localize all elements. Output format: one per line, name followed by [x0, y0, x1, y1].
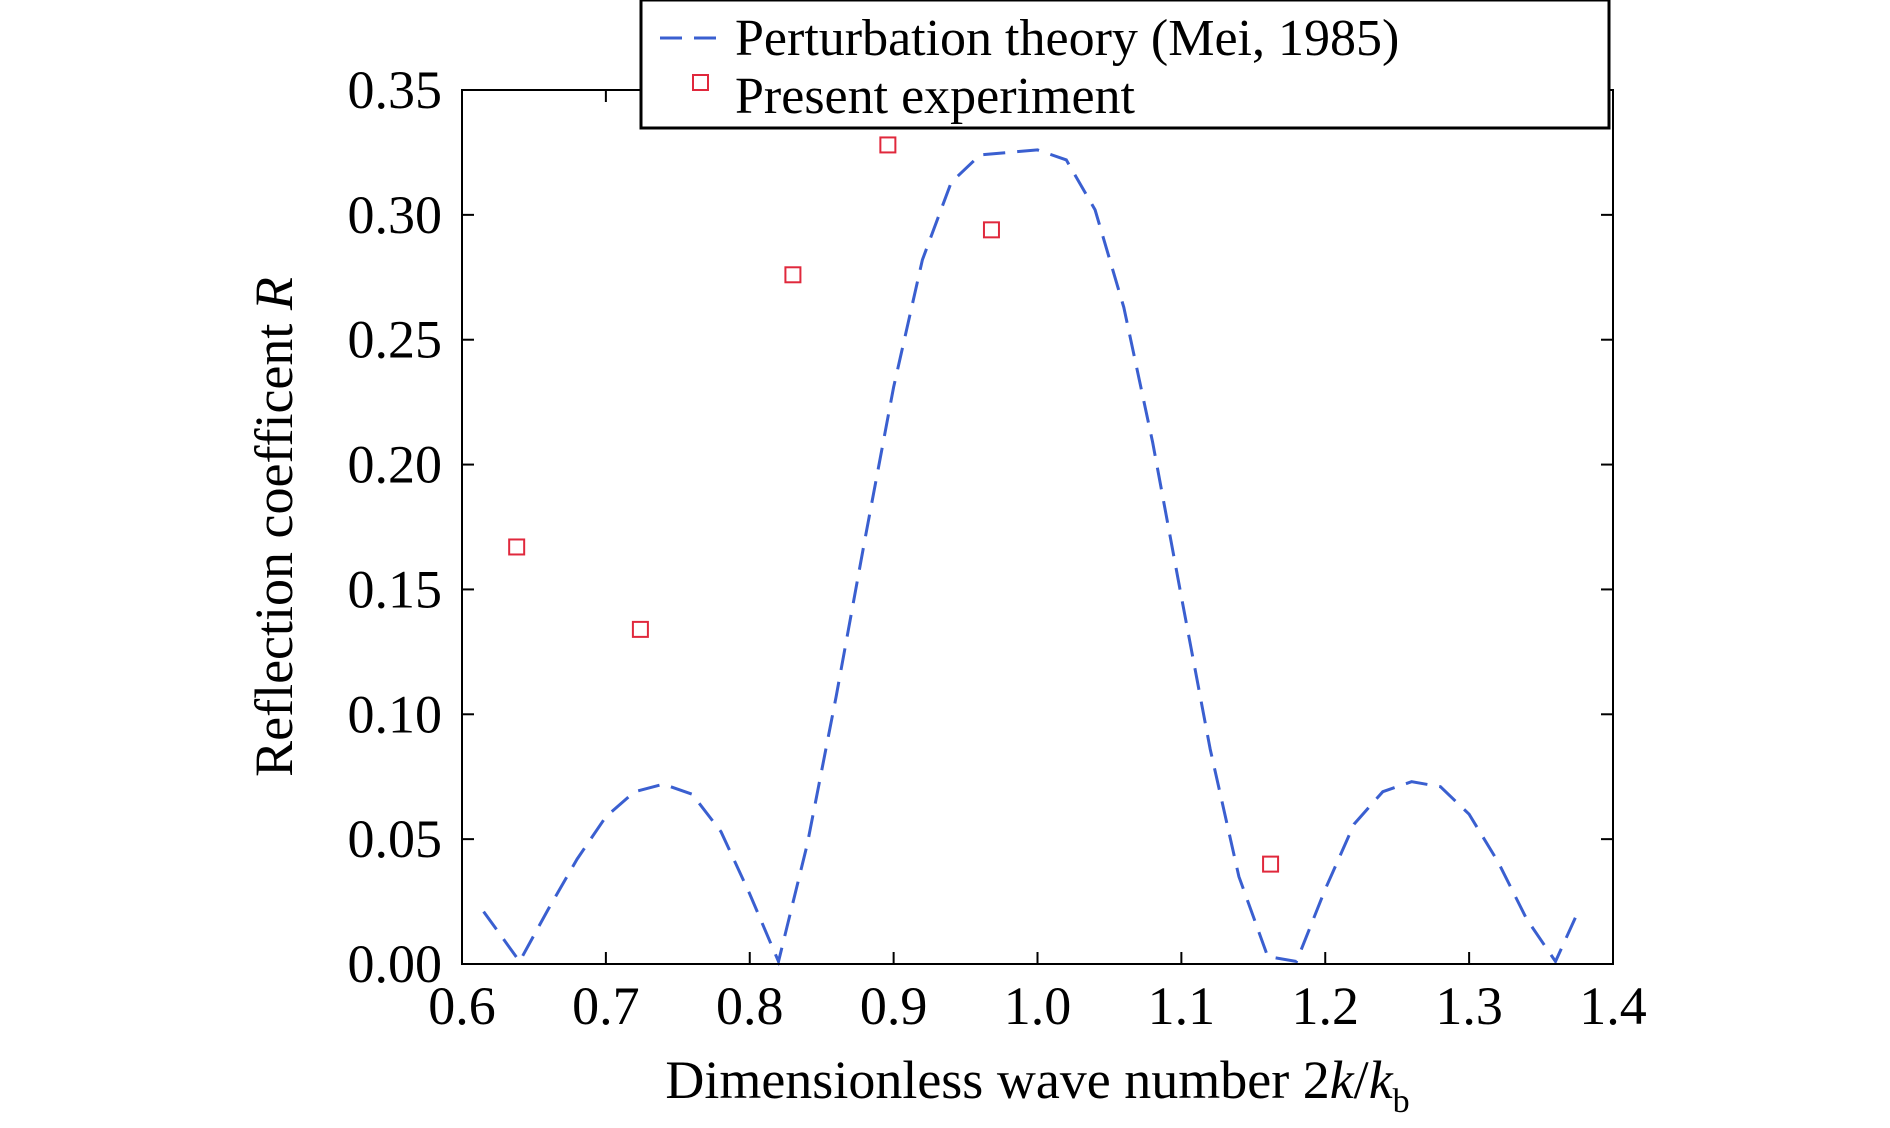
y-tick-label: 0.20 — [348, 435, 443, 495]
legend-label-perturbation-theory: Perturbation theory (Mei, 1985) — [735, 10, 1399, 67]
legend: Perturbation theory (Mei, 1985) Present … — [639, 0, 1611, 130]
x-axis-label-kb: k — [1369, 1050, 1394, 1110]
data-point-present-experiment — [879, 136, 897, 154]
y-axis-label-text: Reflection coefficent — [244, 310, 304, 777]
y-tick-label: 0.25 — [348, 310, 443, 370]
y-tick-label: 0.35 — [348, 60, 443, 120]
x-tick-label: 0.7 — [572, 976, 640, 1036]
data-point-present-experiment — [631, 620, 649, 638]
x-tick-label: 1.3 — [1435, 976, 1503, 1036]
data-point-present-experiment — [982, 221, 1000, 239]
data-point-present-experiment — [784, 266, 802, 284]
x-tick-label: 0.6 — [428, 976, 496, 1036]
x-axis-label-subscript: b — [1393, 1083, 1410, 1120]
x-axis-label: Dimensionless wave number 2k/kb — [665, 1050, 1409, 1120]
x-tick-label: 1.2 — [1292, 976, 1360, 1036]
legend-label-present-experiment: Present experiment — [735, 68, 1136, 125]
data-point-present-experiment — [1262, 855, 1280, 873]
tick-labels: 0.6 0.7 0.8 0.9 1.0 1.1 1.2 1.3 1.4 0.00 0.05 0.10 0… — [348, 60, 1647, 1036]
x-tick-label: 0.9 — [860, 976, 928, 1036]
y-tick-label: 0.10 — [348, 684, 443, 744]
y-tick-label: 0.00 — [348, 934, 443, 994]
y-tick-label: 0.05 — [348, 809, 443, 869]
x-axis-label-text: Dimensionless wave number 2 — [665, 1050, 1329, 1110]
y-tick-label: 0.15 — [348, 559, 443, 619]
legend-box — [639, 0, 1611, 130]
data-point-present-experiment — [508, 538, 526, 556]
y-axis-label-r: R — [244, 277, 304, 311]
legend-square-marker-sample — [692, 74, 709, 91]
y-tick-label: 0.30 — [348, 185, 443, 245]
x-axis-label-k: k — [1330, 1050, 1355, 1110]
y-axis-label: Reflection coefficent R — [244, 277, 304, 777]
series-line-perturbation-theory — [482, 148, 1579, 967]
series-lines — [482, 148, 1579, 967]
x-tick-label: 1.0 — [1004, 976, 1072, 1036]
plot-area-frame — [461, 89, 1614, 965]
data-markers — [508, 136, 1280, 873]
x-tick-label: 1.4 — [1579, 976, 1647, 1036]
x-axis-label-slash: / — [1354, 1050, 1369, 1110]
axis-ticks — [461, 89, 1614, 965]
x-tick-label: 0.8 — [716, 976, 784, 1036]
x-tick-label: 1.1 — [1148, 976, 1216, 1036]
